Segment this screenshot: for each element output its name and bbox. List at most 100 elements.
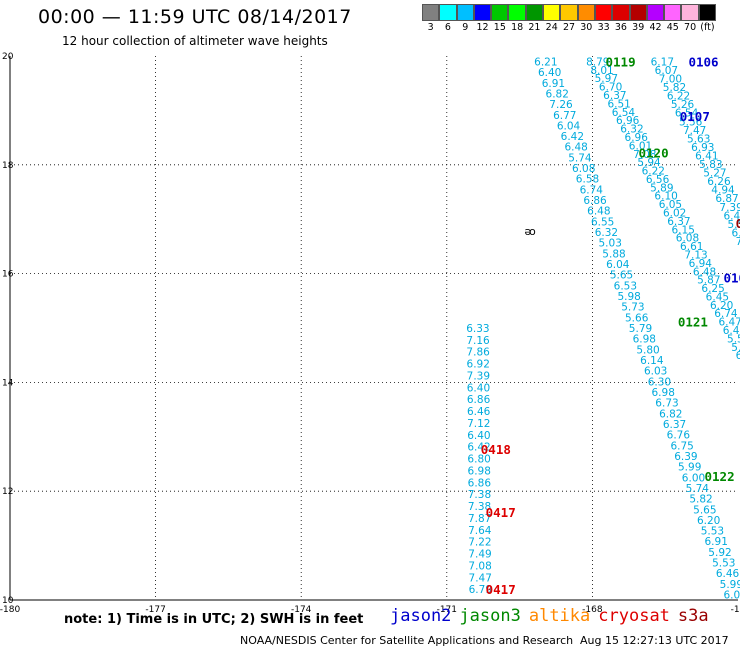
wave-height-value: 6.76 [667,430,691,442]
wave-height-value: 7.13 [684,249,707,261]
wave-height-value: 6.46 [467,406,491,418]
wave-height-value: 6.45 [706,291,729,303]
wave-height-value: 5.52 [727,219,740,231]
wave-height-value: 6.48 [693,266,716,278]
color-scale-label: 30 [580,22,593,33]
color-swatch [577,4,595,21]
wave-height-value: 6.07 [655,65,678,77]
color-swatch [698,4,717,21]
wave-height-value: 6.53 [614,280,637,292]
color-scale-label: 39 [632,22,645,33]
wave-height-value: 6.48 [587,206,610,218]
color-scale-label: 15 [493,22,506,33]
wave-height-value: 6.56 [646,174,670,186]
wave-height-value: 5.94 [637,157,661,169]
color-scale-label: 21 [528,22,541,33]
wave-height-value: 6.54 [612,107,636,119]
wave-height-value: 6.94 [689,258,713,270]
pass-number-label: 0106 [688,54,718,69]
color-swatch [629,4,647,21]
wave-height-value: 6.30 [648,376,671,388]
color-swatch [491,4,509,21]
wave-height-value: 6.37 [667,216,690,228]
wave-height-value: 5.52 [727,333,740,345]
wave-height-value: 6.98 [468,465,491,477]
wave-height-value: 6.08 [676,233,699,245]
color-scale-label: 6 [444,22,451,33]
wave-height-value: 6.96 [625,132,649,144]
wave-height-value: 5.26 [671,99,695,111]
color-swatch [508,4,526,21]
wave-height-value: 7.38 [468,489,491,501]
wave-height-value: 6.92 [467,359,490,371]
color-scale-labels: 3 6 9 12 15 18 21 24 27 30 33 36 39 42 45 70 (ft) [422,22,716,33]
color-swatch [664,4,682,21]
map-subtitle: 12 hour collection of altimeter wave hei… [62,34,328,48]
wave-height-value: 7.08 [468,560,491,572]
wave-height-value: 5.74 [568,152,592,164]
wave-height-value: 5.73 [621,302,644,314]
color-scale-label: 18 [511,22,524,33]
pass-number-label: 0107 [680,109,710,124]
wave-height-value: 7.09 [736,236,740,248]
color-scale-legend: 3 6 9 12 15 18 21 24 27 30 33 36 39 42 45 70 (ft) [422,4,717,33]
wave-height-value: 6.40 [467,430,490,442]
color-scale-label: 45 [666,22,679,33]
wave-height-value: 8.01 [590,65,613,77]
latitude-tick-label: 18 [2,161,14,171]
wave-height-value: 6.82 [659,408,682,420]
color-swatch [439,4,457,21]
wave-height-value: 5.63 [687,133,710,145]
color-scale-label: 9 [462,22,469,33]
latitude-tick-label: 14 [2,378,14,388]
wave-height-value: 6.93 [691,142,714,154]
color-swatch [594,4,613,21]
wave-height-value: 6.22 [667,91,690,103]
wave-height-value: 5.74 [686,483,710,495]
satellite-legend-cryosat: cryosat [598,606,670,626]
wave-height-value: 6.32 [620,124,643,136]
wave-height-value: 6.98 [652,387,675,399]
wave-height-value: 6.47 [723,210,740,222]
pass-number-label: 0121 [678,314,708,329]
wave-height-value: 5.88 [602,248,625,260]
wave-height-value: 6.40 [467,382,490,394]
wave-height-value: 6.20 [697,515,720,527]
wave-height-value: 6.37 [663,419,686,431]
color-scale-label: 70 [684,22,697,33]
pass-number-label: 0417 [486,505,516,520]
wave-height-value: 5.99 [678,462,701,474]
color-scale-label: 3 [427,22,434,33]
color-scale-label: 27 [562,22,576,33]
pass-number-label: 0418 [481,442,511,457]
wave-height-value: 7.49 [468,549,491,561]
wave-height-value: 5.97 [595,73,618,85]
wave-height-value: 6.42 [723,325,740,337]
wave-height-value: 6.01 [629,140,652,152]
wave-height-value: 5.98 [617,291,640,303]
color-scale-label: (ft) [700,22,715,33]
wave-height-value: 6.74 [580,184,604,196]
wave-height-value: 6.70 [599,82,622,94]
wave-height-value: 7.39 [467,370,490,382]
color-swatch [543,4,561,21]
wave-height-value: 5.53 [712,558,735,570]
color-swatch [456,4,474,21]
wave-height-value: 6.87 [715,193,738,205]
wave-height-value: 6.33 [466,323,489,335]
wave-height-value: 5.79 [629,323,652,335]
wave-height-value: 5.65 [610,270,633,282]
color-scale-label: 12 [476,22,489,33]
wave-height-value: 6.40 [538,67,561,79]
wave-height-value: 6.48 [564,142,587,154]
wave-height-value: 7.39 [719,202,740,214]
color-swatch [560,4,578,21]
pass-number-label: 0122 [705,469,735,484]
wave-height-value: 7.64 [468,525,492,537]
wave-height-value: 6.74 [714,308,738,320]
wave-height-value: 6.14 [640,355,664,367]
wave-height-value: 6.04 [557,120,581,132]
wave-height-value: 6.86 [467,394,491,406]
color-swatch [646,4,665,21]
